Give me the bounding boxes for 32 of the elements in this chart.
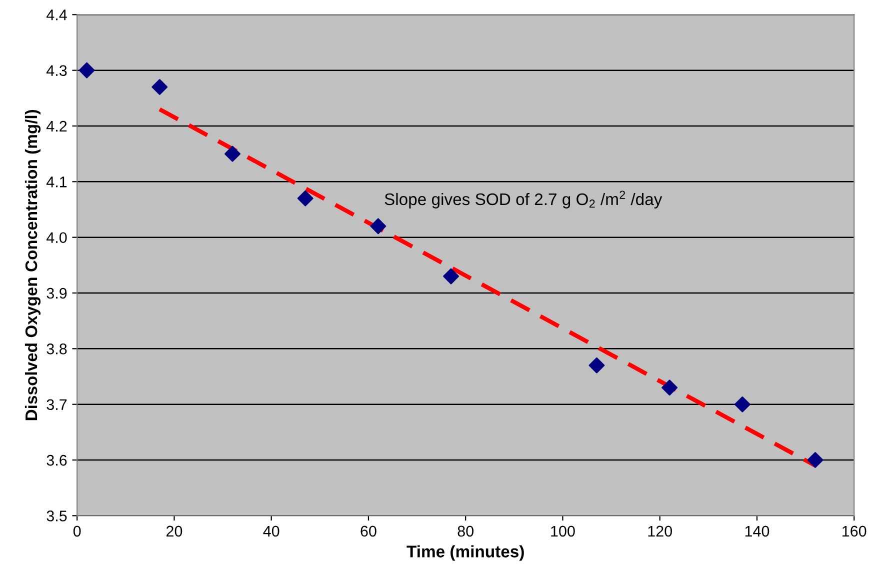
y-tick-label: 4.4 <box>46 10 67 20</box>
x-tick-label: 80 <box>458 526 474 537</box>
y-tick-label: 3.7 <box>46 399 67 410</box>
point <box>297 190 314 206</box>
x-tick-label: 140 <box>745 526 770 537</box>
point <box>734 396 750 412</box>
point <box>78 62 95 78</box>
annotation: Slope gives SOD of 2.7 g O$_{2}$ /m$^{2}$ /day <box>384 190 662 208</box>
point <box>588 357 605 374</box>
y-tick-label: 3.9 <box>46 288 67 299</box>
y-tick-label: 3.5 <box>46 510 67 522</box>
point <box>807 452 824 468</box>
y-tick-label: 4.1 <box>46 176 67 188</box>
y-axis-title: Dissolved Oxygen Concentration (mg/l) <box>24 110 41 420</box>
x-tick-label: 120 <box>648 526 672 537</box>
y-tick-label: 4.2 <box>46 120 67 132</box>
point <box>152 79 168 95</box>
point <box>443 268 460 284</box>
x-tick-label: 60 <box>360 526 376 537</box>
y-tick-label: 4.3 <box>46 65 67 76</box>
point <box>662 380 678 396</box>
point <box>224 146 240 162</box>
x-tick-label: 100 <box>551 526 575 537</box>
x-tick-label: 0 <box>73 526 81 537</box>
x-tick-label: 160 <box>842 526 866 537</box>
y-tick-label: 4.0 <box>46 232 67 244</box>
x-axis-title: Time (minutes) <box>406 545 524 561</box>
y-tick-label: 3.8 <box>46 344 67 354</box>
x-tick-label: 40 <box>263 526 280 537</box>
y-tick-label: 3.6 <box>46 454 67 466</box>
point <box>370 218 386 234</box>
x-tick-label: 20 <box>166 526 182 537</box>
